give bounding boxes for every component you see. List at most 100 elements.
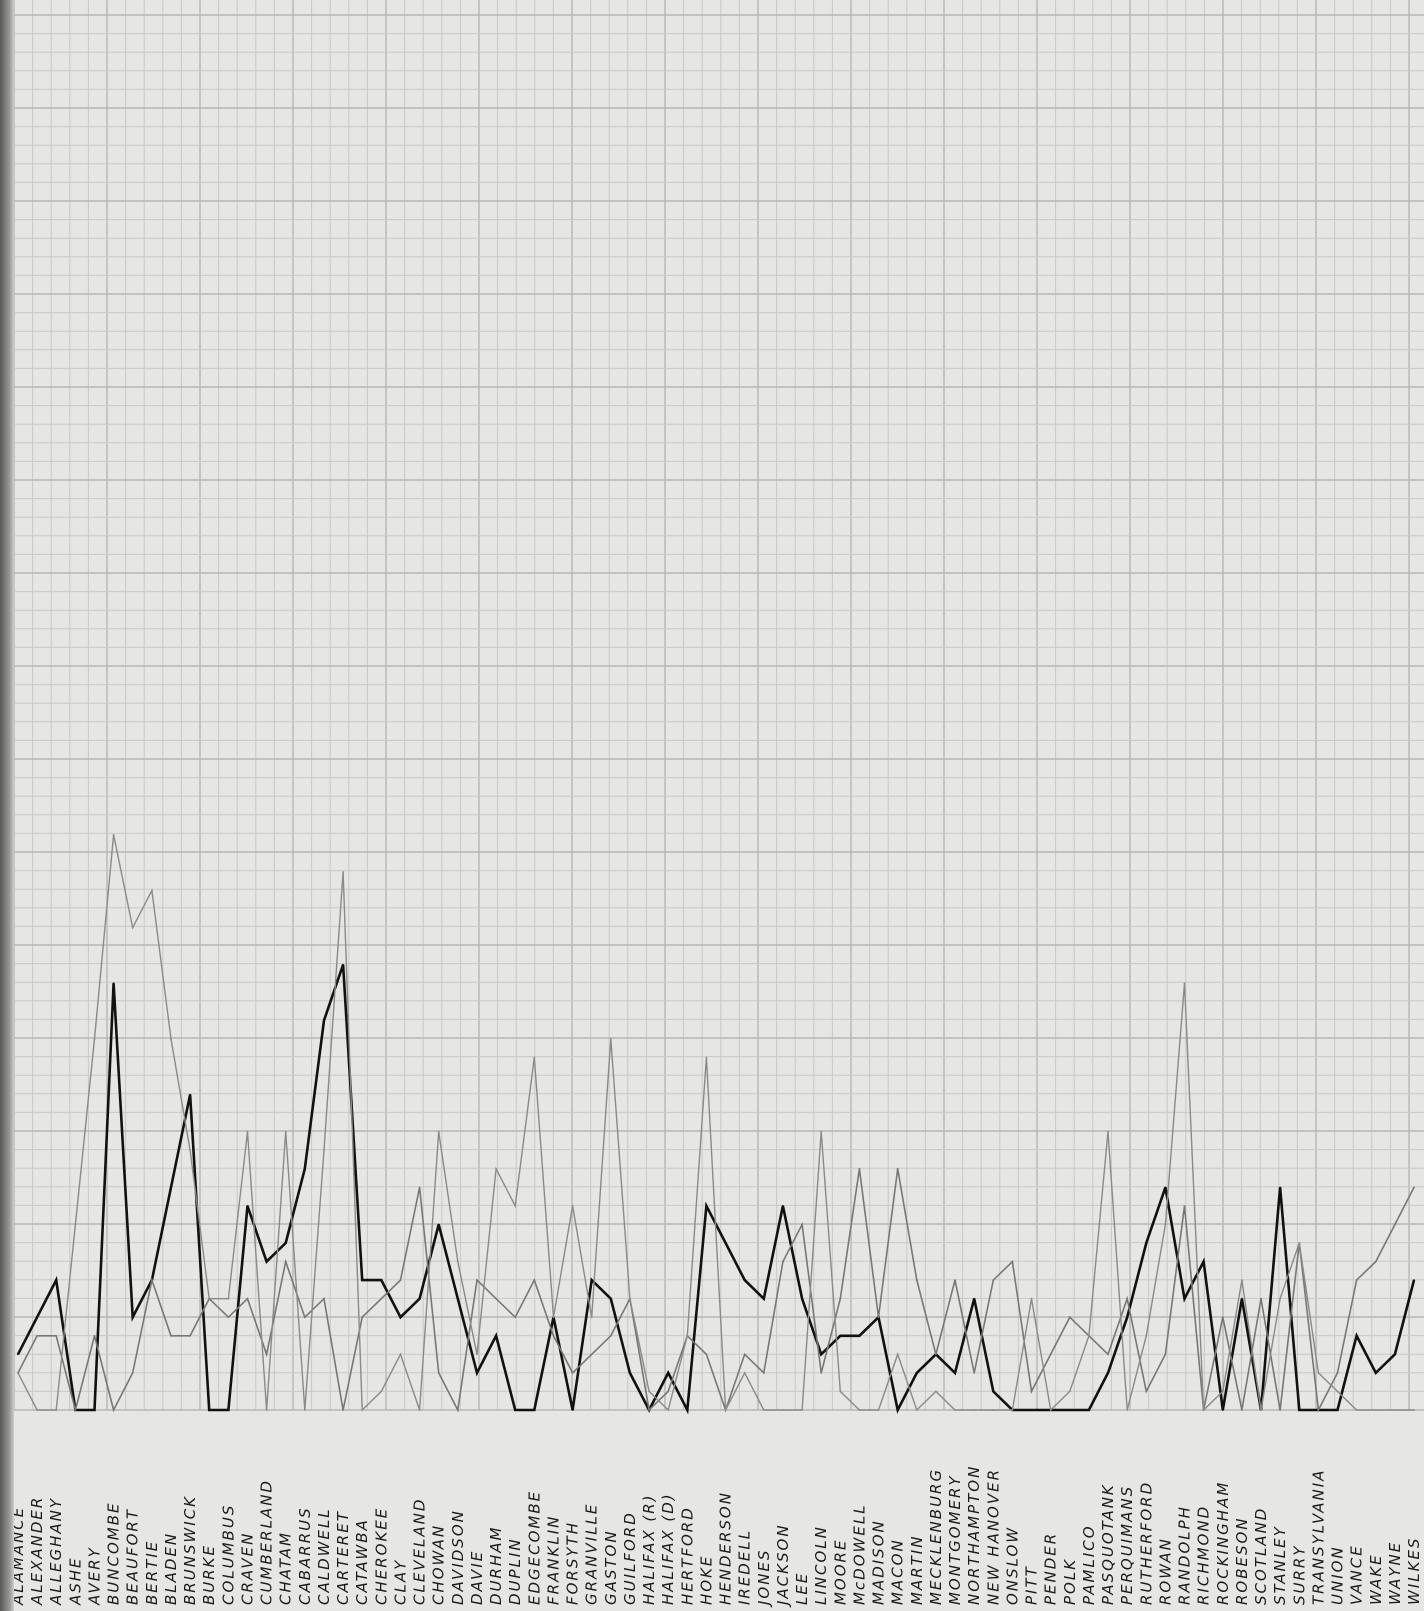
data-point	[74, 1223, 77, 1226]
data-point	[992, 1279, 995, 1281]
data-point	[74, 1409, 77, 1411]
data-point	[189, 1093, 192, 1096]
data-point	[303, 1409, 306, 1411]
x-tick-label: BEAUFORT	[124, 1508, 142, 1605]
data-point	[877, 1316, 880, 1319]
data-point	[131, 1372, 134, 1374]
data-point	[227, 1409, 230, 1411]
x-tick-label: NORTHAMPTON	[965, 1465, 983, 1605]
data-point	[533, 1409, 536, 1411]
data-point	[1374, 1372, 1377, 1374]
data-point	[246, 1205, 249, 1207]
data-point	[1126, 1409, 1129, 1411]
data-point	[915, 1372, 918, 1374]
x-tick-label: MONTGOMERY	[946, 1474, 964, 1605]
x-tick-label: BRUNSWICK	[181, 1495, 199, 1605]
data-point	[1355, 1279, 1358, 1281]
data-point	[820, 1130, 823, 1133]
data-point	[1049, 1353, 1052, 1356]
x-tick-label: NEW HANOVER	[984, 1468, 1002, 1605]
data-point	[667, 1390, 670, 1393]
data-point	[55, 1279, 58, 1281]
data-point	[1279, 1186, 1281, 1189]
x-tick-label: CATAWBA	[353, 1518, 371, 1605]
data-point	[284, 1260, 287, 1263]
data-point	[705, 1205, 708, 1207]
data-point	[935, 1390, 937, 1393]
data-point	[1145, 1334, 1148, 1337]
data-point	[609, 1297, 612, 1300]
x-tick-label: GUILFORD	[621, 1511, 639, 1605]
x-tick-label: WAYNE	[1386, 1541, 1404, 1605]
x-tick-label: ONSLOW	[1003, 1526, 1021, 1605]
data-point	[571, 1372, 574, 1374]
x-tick-label: BERTIE	[143, 1540, 161, 1605]
x-tick-label: DAVIE	[468, 1550, 486, 1605]
data-point	[1336, 1372, 1339, 1374]
data-point	[303, 1316, 306, 1319]
data-point	[112, 1409, 115, 1411]
data-point	[380, 1390, 383, 1393]
data-point	[954, 1372, 956, 1374]
x-tick-label: RUTHERFORD	[1137, 1481, 1155, 1605]
data-point	[839, 1390, 842, 1393]
data-point	[112, 982, 115, 985]
data-point	[437, 1223, 440, 1226]
data-point	[131, 1316, 134, 1319]
data-point	[1030, 1390, 1033, 1393]
x-tick-label: TRANSYLVANIA	[1309, 1469, 1327, 1605]
data-point	[1317, 1409, 1320, 1411]
data-point	[323, 1019, 325, 1022]
data-point	[437, 1372, 440, 1374]
data-point	[667, 1409, 670, 1411]
data-point	[590, 1316, 593, 1319]
data-point	[55, 1409, 58, 1411]
x-tick-label: McDOWELL	[850, 1503, 868, 1605]
data-point	[1107, 1353, 1109, 1356]
data-point	[992, 1409, 995, 1411]
data-point	[533, 1056, 536, 1059]
data-point	[1241, 1279, 1243, 1281]
x-tick-label: HOKE	[697, 1555, 715, 1605]
data-point	[743, 1279, 746, 1281]
data-point	[743, 1353, 746, 1356]
data-point	[992, 1390, 995, 1393]
data-point	[1164, 1223, 1167, 1226]
data-point	[1164, 1186, 1167, 1189]
data-point	[151, 889, 153, 892]
data-point	[1145, 1390, 1148, 1393]
x-tick-label: MECKLENBURG	[927, 1468, 945, 1605]
x-tick-label: VANCE	[1348, 1544, 1366, 1605]
data-point	[1107, 1130, 1109, 1133]
data-point	[476, 1372, 478, 1374]
data-point	[667, 1372, 670, 1374]
data-point	[1088, 1334, 1090, 1337]
data-point	[954, 1279, 956, 1281]
data-point	[495, 1167, 497, 1170]
x-tick-label: LINCOLN	[812, 1525, 830, 1605]
data-point	[1355, 1334, 1358, 1337]
data-point	[973, 1409, 976, 1411]
data-point	[399, 1353, 402, 1356]
x-tick-label: HALIFAX (R)	[640, 1493, 658, 1605]
data-point	[935, 1353, 937, 1356]
data-point	[915, 1409, 918, 1411]
data-point	[1183, 982, 1186, 985]
data-point	[1164, 1353, 1167, 1356]
data-point	[801, 1409, 803, 1411]
x-tick-label: CARTERET	[334, 1510, 352, 1605]
data-point	[1126, 1316, 1129, 1319]
data-point	[648, 1390, 650, 1393]
x-tick-label: HERTFORD	[678, 1506, 696, 1605]
data-point	[1011, 1260, 1014, 1263]
data-point	[1068, 1316, 1071, 1319]
data-point	[533, 1279, 536, 1281]
x-tick-label: CRAVEN	[238, 1532, 256, 1605]
x-tick-label: BLADEN	[162, 1532, 180, 1605]
data-point	[1413, 1279, 1415, 1281]
x-tick-label: BURKE	[200, 1544, 218, 1605]
paper-binding-edge	[0, 0, 14, 1611]
data-point	[418, 1409, 421, 1411]
data-point	[476, 1353, 478, 1356]
data-point	[724, 1409, 727, 1411]
